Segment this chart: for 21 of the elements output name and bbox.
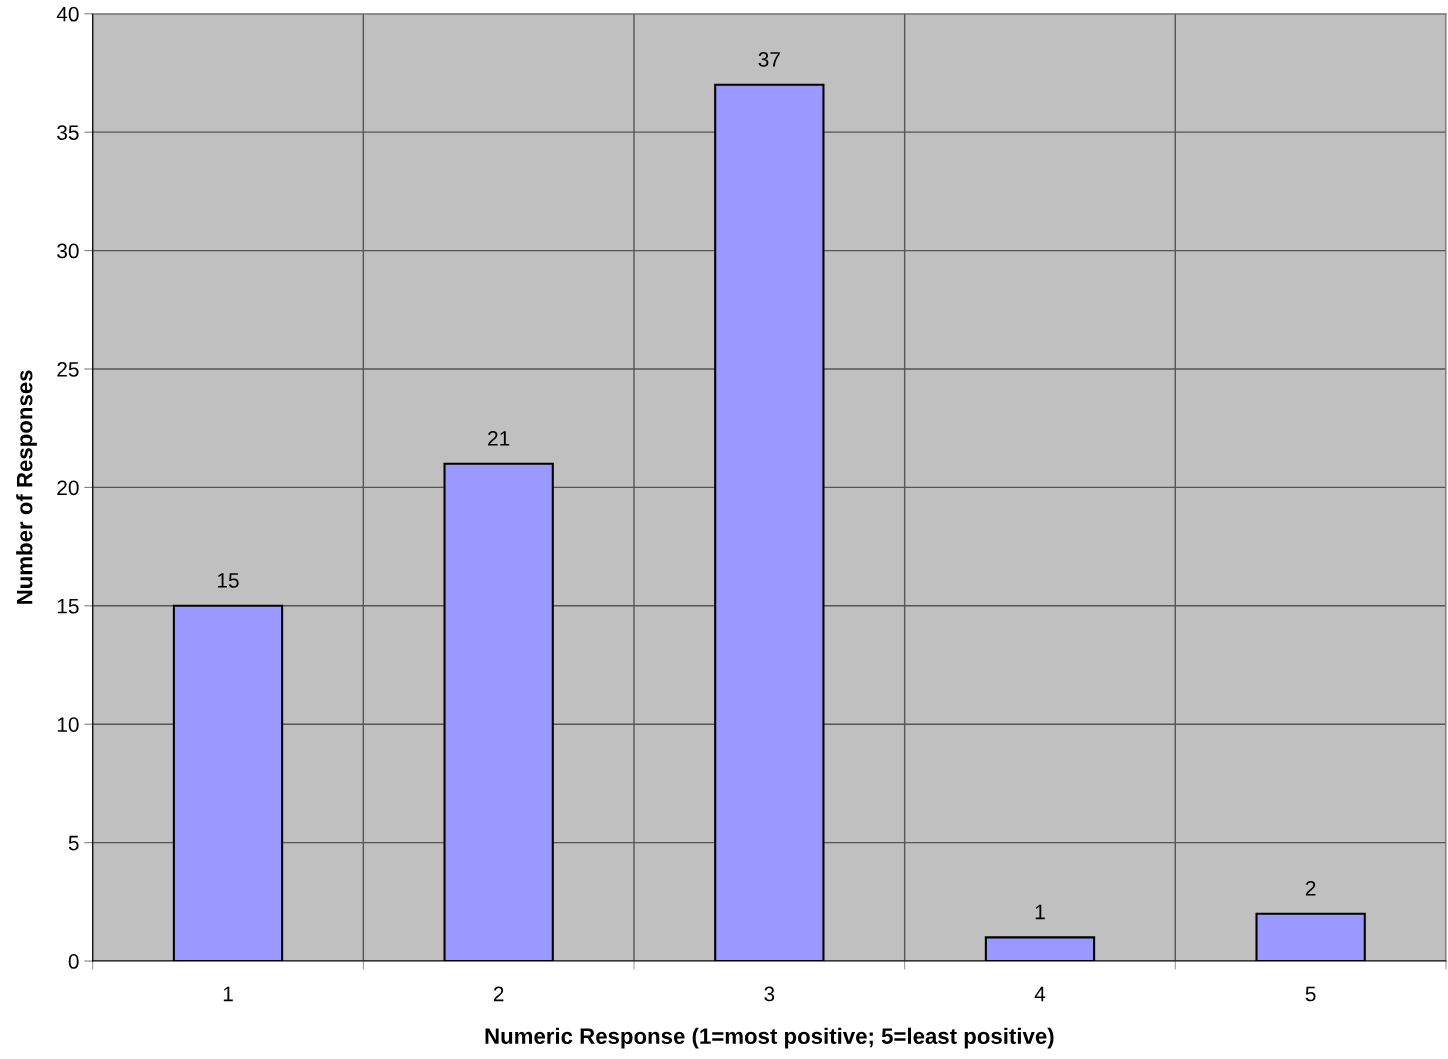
x-axis-title: Numeric Response (1=most positive; 5=least positive) — [485, 1027, 1054, 1049]
data-label: 21 — [488, 430, 510, 446]
y-tick-label: 35 — [57, 125, 79, 140]
data-label: 37 — [758, 52, 780, 67]
y-tick-label: 30 — [57, 243, 79, 259]
y-axis-title: Number of Responses — [16, 370, 37, 604]
x-tick-label: 5 — [1305, 986, 1316, 1002]
x-tick-label: 4 — [1034, 986, 1046, 1002]
y-tick-label: 20 — [57, 480, 79, 496]
x-tick-label: 3 — [764, 986, 775, 1002]
y-tick-label: 0 — [68, 954, 79, 969]
y-tick-label: 15 — [57, 599, 79, 614]
data-label: 1 — [1035, 904, 1045, 920]
y-tick-label: 40 — [56, 6, 79, 22]
data-label: 15 — [218, 573, 239, 588]
data-label: 2 — [1305, 880, 1316, 896]
y-tick-label: 10 — [57, 717, 79, 732]
x-tick-label: 1 — [223, 986, 233, 1002]
y-tick-label: 25 — [57, 362, 79, 377]
y-tick-label: 5 — [68, 835, 79, 851]
x-tick-label: 2 — [493, 986, 504, 1002]
